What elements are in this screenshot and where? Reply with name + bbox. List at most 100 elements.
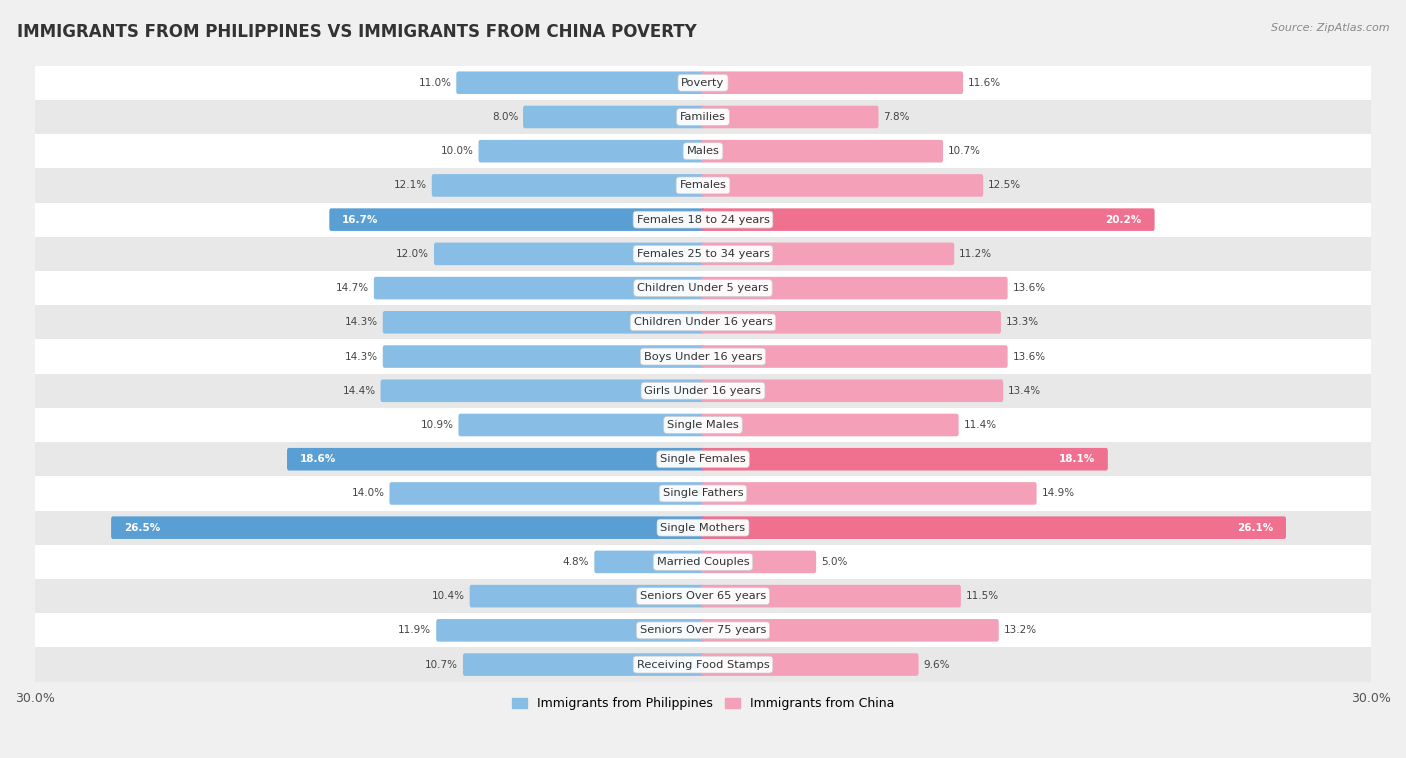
- FancyBboxPatch shape: [478, 140, 704, 162]
- Bar: [35, 511, 1371, 545]
- Text: 26.1%: 26.1%: [1237, 523, 1272, 533]
- Text: Married Couples: Married Couples: [657, 557, 749, 567]
- FancyBboxPatch shape: [702, 414, 959, 437]
- Text: Females 18 to 24 years: Females 18 to 24 years: [637, 215, 769, 224]
- Text: Single Mothers: Single Mothers: [661, 523, 745, 533]
- FancyBboxPatch shape: [463, 653, 704, 676]
- FancyBboxPatch shape: [458, 414, 704, 437]
- FancyBboxPatch shape: [470, 585, 704, 607]
- Text: 4.8%: 4.8%: [562, 557, 589, 567]
- FancyBboxPatch shape: [329, 208, 704, 231]
- Text: 13.6%: 13.6%: [1012, 352, 1046, 362]
- Text: 13.3%: 13.3%: [1005, 318, 1039, 327]
- Text: Girls Under 16 years: Girls Under 16 years: [644, 386, 762, 396]
- Bar: [35, 647, 1371, 681]
- FancyBboxPatch shape: [382, 311, 704, 334]
- Text: 13.2%: 13.2%: [1004, 625, 1036, 635]
- FancyBboxPatch shape: [702, 174, 983, 197]
- Text: Males: Males: [686, 146, 720, 156]
- Bar: [35, 579, 1371, 613]
- Legend: Immigrants from Philippines, Immigrants from China: Immigrants from Philippines, Immigrants …: [506, 692, 900, 715]
- FancyBboxPatch shape: [436, 619, 704, 642]
- Text: 20.2%: 20.2%: [1105, 215, 1142, 224]
- Text: 14.7%: 14.7%: [336, 283, 368, 293]
- Text: Boys Under 16 years: Boys Under 16 years: [644, 352, 762, 362]
- Text: 10.0%: 10.0%: [440, 146, 474, 156]
- FancyBboxPatch shape: [702, 482, 1036, 505]
- FancyBboxPatch shape: [432, 174, 704, 197]
- FancyBboxPatch shape: [702, 619, 998, 642]
- FancyBboxPatch shape: [702, 585, 960, 607]
- FancyBboxPatch shape: [702, 345, 1008, 368]
- Text: Receiving Food Stamps: Receiving Food Stamps: [637, 659, 769, 669]
- Text: Source: ZipAtlas.com: Source: ZipAtlas.com: [1271, 23, 1389, 33]
- FancyBboxPatch shape: [389, 482, 704, 505]
- Bar: [35, 134, 1371, 168]
- Text: 12.5%: 12.5%: [988, 180, 1021, 190]
- Text: 9.6%: 9.6%: [924, 659, 950, 669]
- Bar: [35, 202, 1371, 236]
- Text: 5.0%: 5.0%: [821, 557, 848, 567]
- FancyBboxPatch shape: [702, 550, 815, 573]
- FancyBboxPatch shape: [702, 105, 879, 128]
- FancyBboxPatch shape: [702, 277, 1008, 299]
- FancyBboxPatch shape: [595, 550, 704, 573]
- Text: 11.6%: 11.6%: [967, 78, 1001, 88]
- FancyBboxPatch shape: [702, 653, 918, 676]
- Text: 11.0%: 11.0%: [419, 78, 451, 88]
- FancyBboxPatch shape: [702, 311, 1001, 334]
- Text: 18.6%: 18.6%: [299, 454, 336, 464]
- FancyBboxPatch shape: [702, 208, 1154, 231]
- Text: 14.9%: 14.9%: [1042, 488, 1074, 499]
- Text: Seniors Over 65 years: Seniors Over 65 years: [640, 591, 766, 601]
- Bar: [35, 271, 1371, 305]
- Bar: [35, 168, 1371, 202]
- Bar: [35, 66, 1371, 100]
- Text: Females: Females: [679, 180, 727, 190]
- Text: Families: Families: [681, 112, 725, 122]
- Bar: [35, 305, 1371, 340]
- Text: 7.8%: 7.8%: [883, 112, 910, 122]
- Bar: [35, 442, 1371, 476]
- Bar: [35, 408, 1371, 442]
- FancyBboxPatch shape: [457, 71, 704, 94]
- FancyBboxPatch shape: [287, 448, 704, 471]
- Text: Single Females: Single Females: [661, 454, 745, 464]
- Text: 11.2%: 11.2%: [959, 249, 993, 259]
- FancyBboxPatch shape: [374, 277, 704, 299]
- Bar: [35, 613, 1371, 647]
- Text: 11.4%: 11.4%: [963, 420, 997, 430]
- FancyBboxPatch shape: [381, 380, 704, 402]
- Text: 8.0%: 8.0%: [492, 112, 519, 122]
- Bar: [35, 545, 1371, 579]
- Text: 11.9%: 11.9%: [398, 625, 432, 635]
- FancyBboxPatch shape: [702, 243, 955, 265]
- Text: IMMIGRANTS FROM PHILIPPINES VS IMMIGRANTS FROM CHINA POVERTY: IMMIGRANTS FROM PHILIPPINES VS IMMIGRANT…: [17, 23, 696, 41]
- Text: 26.5%: 26.5%: [124, 523, 160, 533]
- Text: Children Under 16 years: Children Under 16 years: [634, 318, 772, 327]
- Text: 12.0%: 12.0%: [396, 249, 429, 259]
- Text: 12.1%: 12.1%: [394, 180, 427, 190]
- Text: Children Under 5 years: Children Under 5 years: [637, 283, 769, 293]
- FancyBboxPatch shape: [111, 516, 704, 539]
- FancyBboxPatch shape: [523, 105, 704, 128]
- Bar: [35, 340, 1371, 374]
- Text: 11.5%: 11.5%: [966, 591, 998, 601]
- Text: 14.3%: 14.3%: [344, 352, 378, 362]
- Bar: [35, 374, 1371, 408]
- Text: 10.4%: 10.4%: [432, 591, 465, 601]
- Text: 13.6%: 13.6%: [1012, 283, 1046, 293]
- FancyBboxPatch shape: [702, 71, 963, 94]
- Bar: [35, 476, 1371, 511]
- FancyBboxPatch shape: [702, 380, 1004, 402]
- FancyBboxPatch shape: [382, 345, 704, 368]
- Text: Single Fathers: Single Fathers: [662, 488, 744, 499]
- Bar: [35, 100, 1371, 134]
- Text: 14.3%: 14.3%: [344, 318, 378, 327]
- Text: 18.1%: 18.1%: [1059, 454, 1095, 464]
- Text: Poverty: Poverty: [682, 78, 724, 88]
- FancyBboxPatch shape: [702, 448, 1108, 471]
- Text: 10.9%: 10.9%: [420, 420, 454, 430]
- Text: 10.7%: 10.7%: [948, 146, 981, 156]
- Text: 14.0%: 14.0%: [352, 488, 385, 499]
